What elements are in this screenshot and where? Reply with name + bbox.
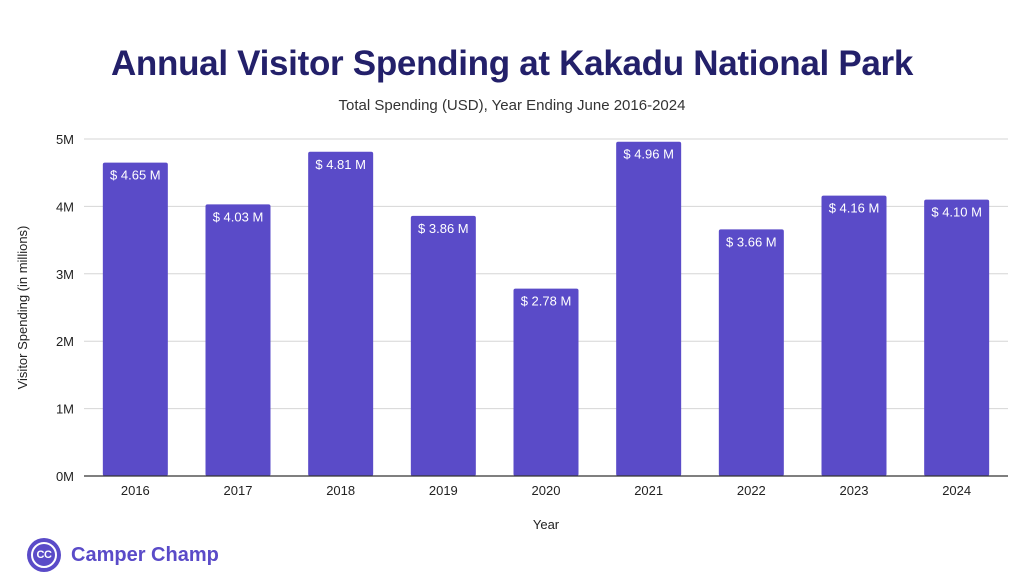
data-label: $ 4.65 M [110,168,161,183]
chart-subtitle: Total Spending (USD), Year Ending June 2… [338,97,686,114]
x-tick-label: 2023 [840,483,869,498]
data-label: $ 4.96 M [623,147,674,162]
y-tick-label: 4M [56,199,74,214]
y-tick-label: 0M [56,469,74,484]
bar [308,151,374,476]
bar [102,162,168,476]
x-tick-label: 2017 [224,483,253,498]
data-label: $ 2.78 M [521,294,572,309]
data-label: $ 3.66 M [726,234,777,249]
bar-chart: 0M 1M 2M 3M 4M 5M $ 4.65 M 2016 $ 4.03 M 2017 $ 4.… [15,132,1008,532]
bar [205,204,271,477]
data-label: $ 4.10 M [931,205,982,220]
data-label: $ 4.03 M [213,209,264,224]
y-tick-label: 2M [56,334,74,349]
data-label: $ 4.16 M [829,201,880,216]
bar [718,229,784,476]
bar [513,288,579,476]
data-label: $ 4.81 M [315,157,366,172]
x-tick-label: 2016 [121,483,150,498]
x-tick-label: 2018 [326,483,355,498]
brand-name: Camper Champ [71,543,219,566]
bar [410,215,476,476]
bar [821,195,887,476]
x-tick-label: 2019 [429,483,458,498]
x-tick-label: 2020 [532,483,561,498]
x-tick-label: 2021 [634,483,663,498]
bar [924,199,990,476]
x-tick-label: 2022 [737,483,766,498]
x-tick-label: 2024 [942,483,971,498]
chart-title: Annual Visitor Spending at Kakadu Nation… [110,44,914,83]
bar [616,141,682,477]
brand-footer: CC Camper Champ [27,537,219,573]
data-label: $ 3.86 M [418,221,469,236]
y-tick-label: 5M [56,132,74,147]
x-axis-title: Year [533,517,560,532]
camper-champ-logo-icon: CC [27,538,61,572]
y-tick-label: 1M [56,402,74,417]
y-axis-title: Visitor Spending (in millions) [15,226,30,390]
y-tick-label: 3M [56,267,74,282]
brand-logo-text: CC [31,542,57,568]
